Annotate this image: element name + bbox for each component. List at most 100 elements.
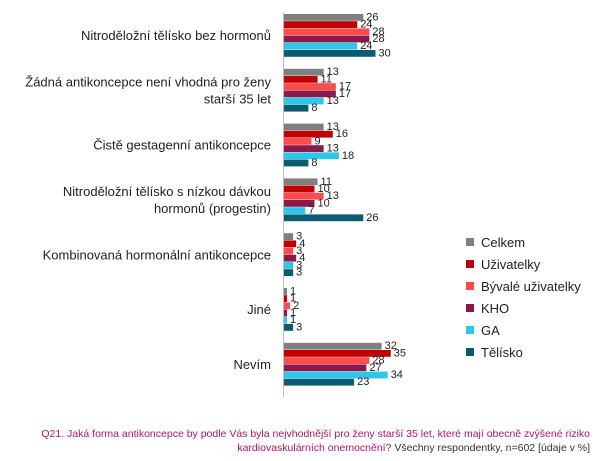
bar-ga [284,262,294,269]
data-label: 11 [321,73,332,85]
bar-tělísko [284,378,355,386]
legend-swatch [466,326,474,334]
bar-ga [284,152,339,160]
bar-ga [284,371,388,379]
bar-tělísko [284,104,309,112]
bar-uživatelky [284,130,333,138]
data-label: 13 [327,121,339,133]
data-label: 23 [357,376,369,388]
bar-kho [284,90,336,98]
data-label-group: 2624282824301311171713813169131881110131… [290,11,406,388]
legend: Celkem Uživatelky Bývalé uživatelky KHO GA Tě… [466,235,581,360]
legend-label: GA [481,323,500,338]
data-label: 28 [372,26,384,38]
legend-swatch [466,348,474,356]
data-label: 10 [318,183,330,195]
data-label: 9 [314,135,320,147]
bar-tělísko [284,50,376,57]
data-label: 3 [296,245,302,257]
data-label: 26 [366,212,378,224]
bar-bývalé-uživatelky [284,247,294,255]
data-label: 26 [366,11,378,23]
legend-label: Bývalé uživatelky [481,279,581,294]
bar-uživatelky [284,185,315,193]
bar-ga [284,316,288,324]
bar-tělísko [284,324,294,331]
bar-uživatelky [284,240,297,248]
bar-uživatelky [284,350,391,357]
data-label: 7 [308,205,314,217]
data-label: 1 [290,314,296,326]
bar-celkem [284,233,294,240]
bar-ga [284,97,324,105]
data-label: 32 [385,340,397,352]
data-label: 2 [293,300,299,312]
category-label: hormonů (progestin) [154,201,271,216]
bar-bývalé-uživatelky [284,302,291,310]
bar-tělísko [284,214,364,222]
data-label: 18 [342,150,354,162]
data-label: 17 [339,88,351,100]
data-label: 1 [290,307,296,319]
data-label: 24 [360,19,372,31]
data-label: 27 [369,362,381,374]
legend-label: Celkem [481,235,525,250]
bar-tělísko [284,159,309,167]
data-label: 3 [296,267,302,279]
bar-chart: 2624282824301311171713813169131881110131… [25,11,581,397]
legend-label: Uživatelky [481,257,541,272]
bar-bývalé-uživatelky [284,357,370,364]
data-label: 10 [318,197,330,209]
bar-kho [284,254,297,262]
data-label: 28 [372,355,384,367]
bar-ga [284,207,306,214]
legend-swatch [466,304,474,312]
data-label: 13 [327,143,339,155]
data-label: 1 [290,285,296,297]
bar-bývalé-uživatelky [284,192,324,200]
bar-kho [284,364,367,372]
data-label: 13 [327,190,339,202]
footnote: Q21. Jaká forma antikoncepce by podle Vá… [14,427,590,455]
legend-label: KHO [481,301,509,316]
bar-celkem [284,342,382,350]
bar-bývalé-uživatelky [284,28,370,36]
legend-swatch [466,282,474,290]
category-label: Kombinovaná hormonální antikoncepce [43,247,271,262]
data-label: 4 [299,252,305,264]
category-label-group: Nitroděložní tělísko bez hormonů Žádná an… [25,28,271,372]
bar-celkem [284,68,324,76]
bar-uživatelky [284,21,358,28]
bar-kho [284,35,370,43]
category-label: starší 35 let [204,91,272,106]
bar-uživatelky [284,295,288,302]
category-label: Nitroděložní tělísko s nízkou dávkou [63,184,271,199]
data-label: 34 [391,369,403,381]
legend-swatch [466,238,474,246]
data-label: 3 [296,259,302,271]
legend-swatch [466,260,474,268]
data-label: 24 [360,40,372,52]
category-label: Nitroděložní tělísko bez hormonů [81,28,271,43]
data-label: 4 [299,238,305,250]
bar-group [284,14,391,386]
bar-celkem [284,123,324,131]
data-label: 13 [327,66,339,78]
bar-tělísko [284,269,294,276]
data-label: 8 [311,157,317,169]
data-label: 1 [290,293,296,305]
data-label: 16 [336,128,348,140]
bar-bývalé-uživatelky [284,83,336,90]
data-label: 3 [296,321,302,333]
bar-celkem [284,14,364,21]
footnote-base: Všechny respondentky, n=602 [údaje v %] [391,442,590,454]
bar-kho [284,309,288,317]
category-label: Nevím [233,357,271,372]
data-label: 8 [311,102,317,114]
bar-kho [284,145,324,152]
bar-celkem [284,288,288,295]
bar-uživatelky [284,76,318,83]
data-label: 30 [379,47,391,59]
data-label: 13 [327,95,339,107]
category-label: Žádná antikoncepce není vhodná pro ženy [25,74,271,89]
